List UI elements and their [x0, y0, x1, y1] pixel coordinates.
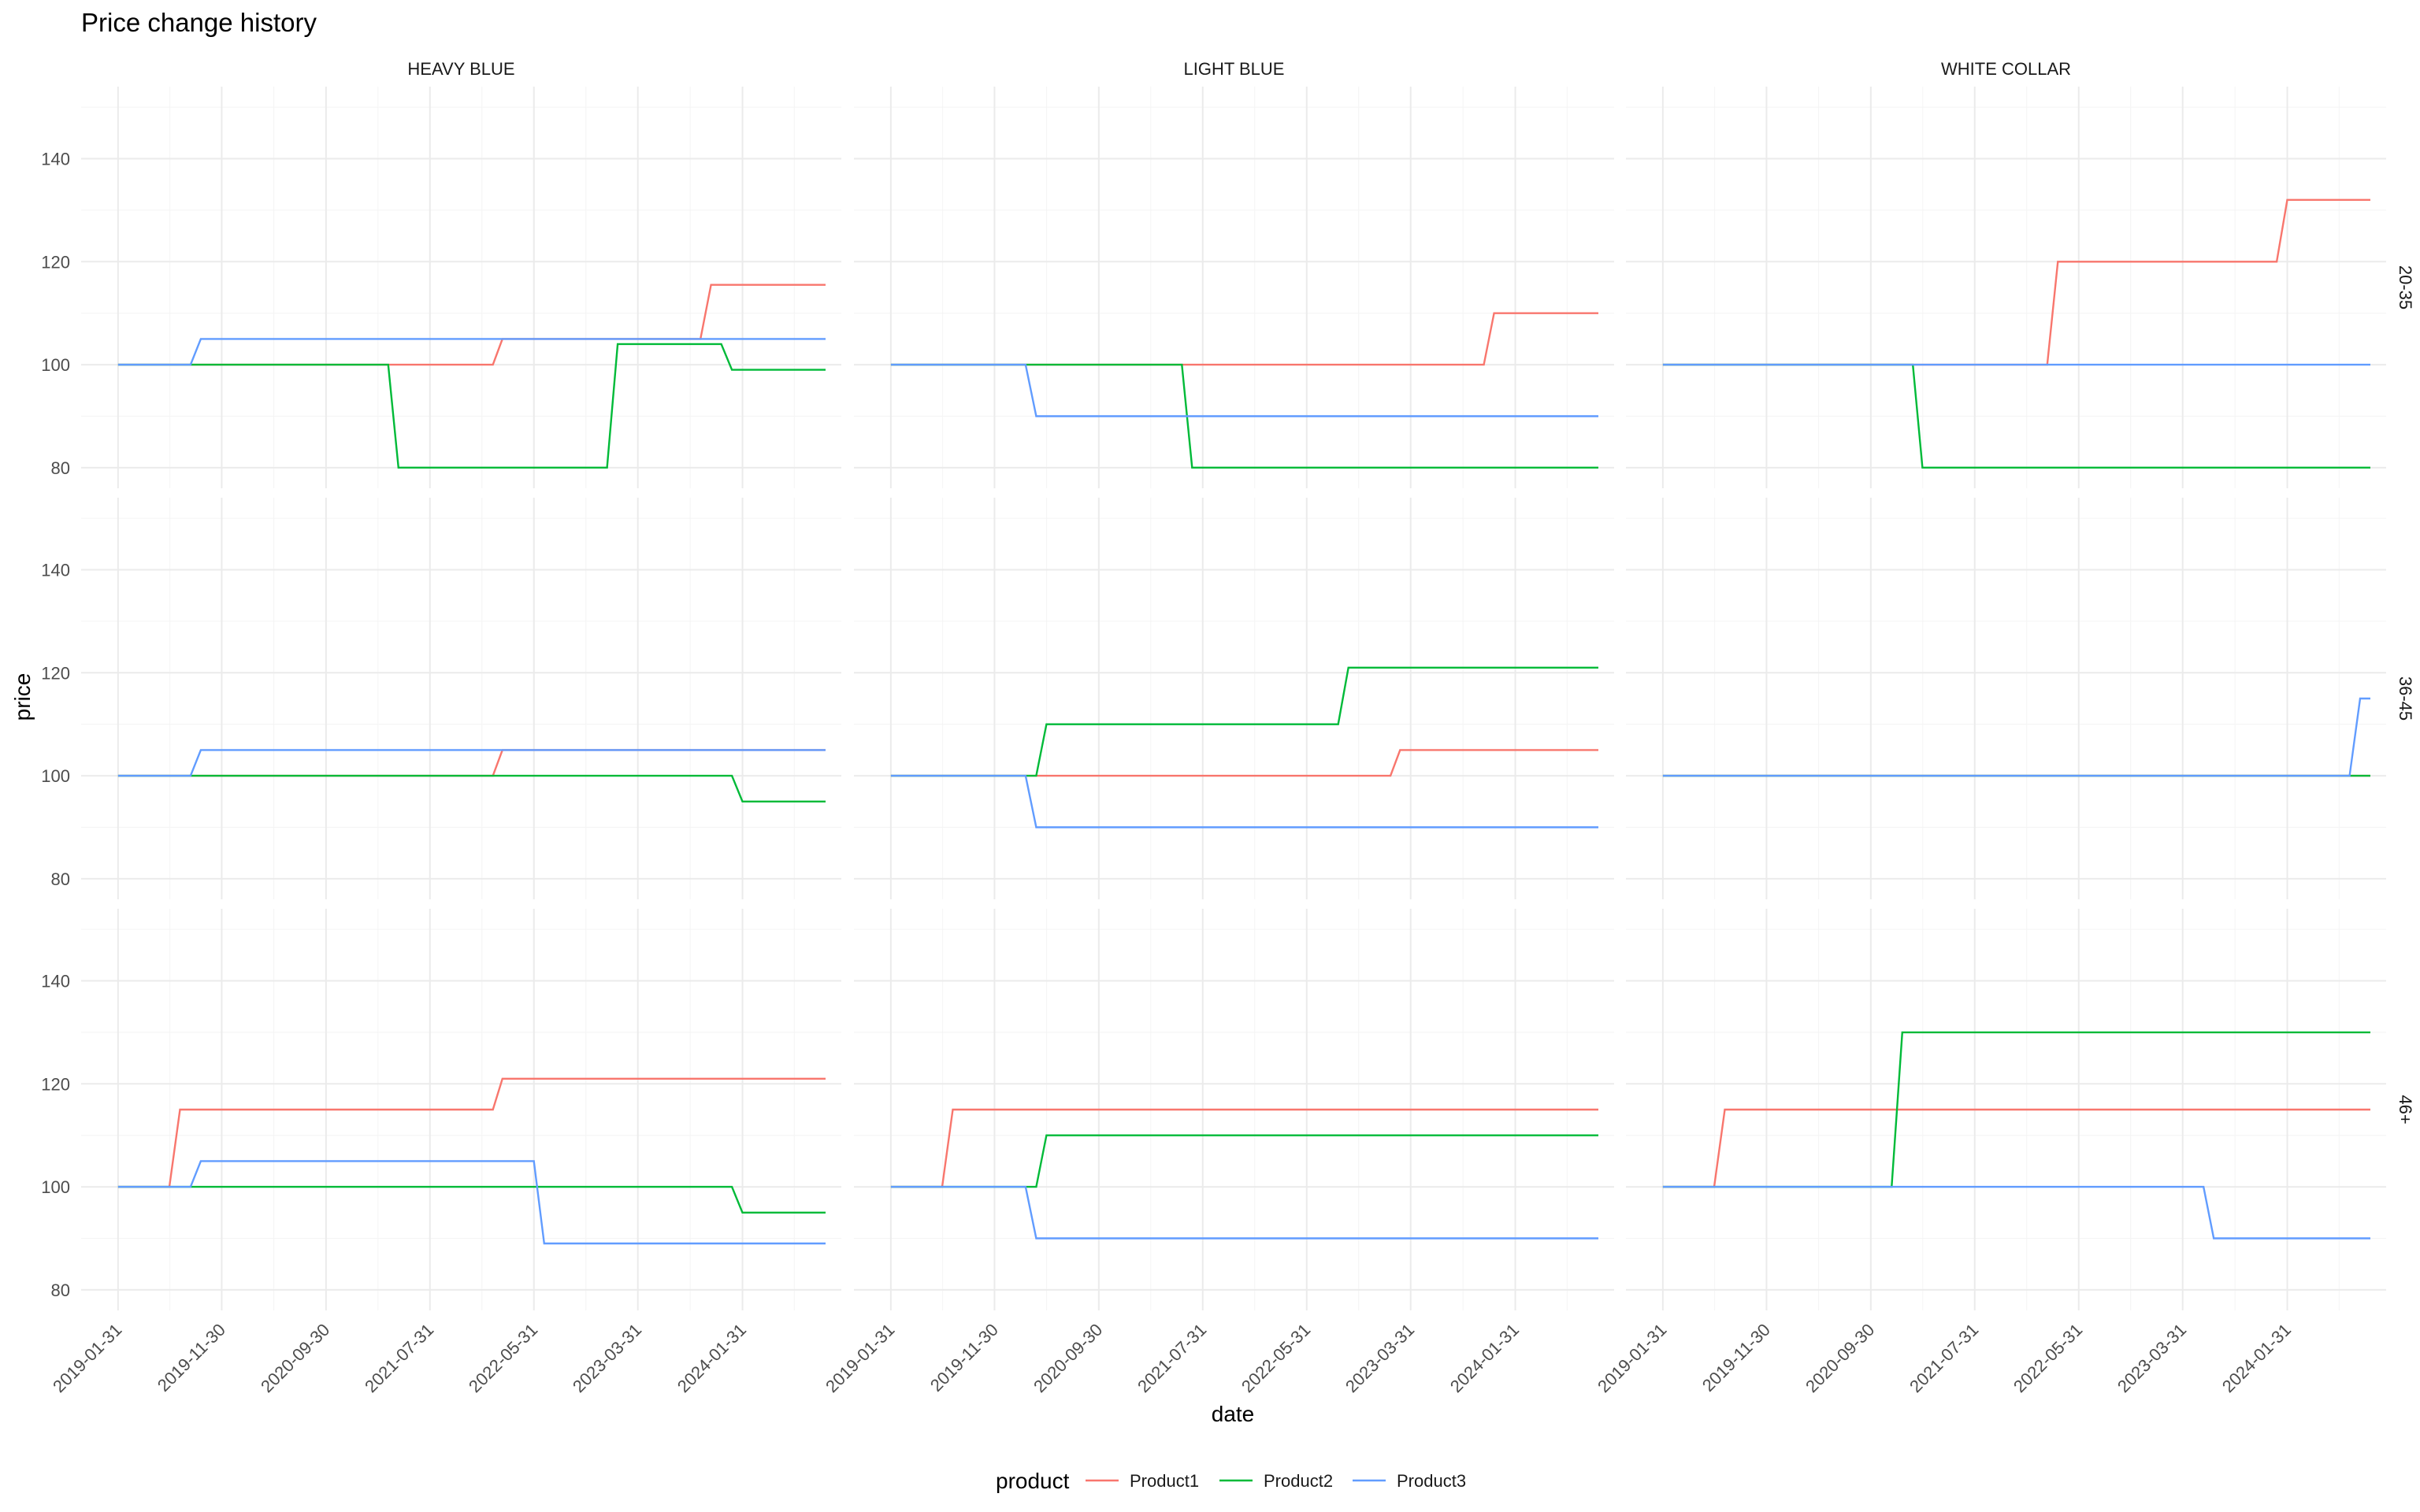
x-tick-label: 2021-07-31 [1906, 1320, 1982, 1396]
strip-label-46: 46+ [2396, 1095, 2415, 1124]
series-line-product1 [890, 749, 1598, 777]
panel-20-35-heavy-blue [81, 87, 841, 488]
x-tick-label: 2019-01-31 [49, 1320, 125, 1396]
panel-20-35-white-collar [1626, 87, 2386, 488]
x-tick-label: 2023-03-31 [2114, 1320, 2190, 1396]
x-tick-label: 2024-01-31 [674, 1320, 750, 1396]
y-tick-label: 120 [41, 663, 70, 683]
panel-46-heavy-blue [81, 909, 841, 1310]
series-line-product2 [890, 1134, 1598, 1188]
x-tick-label: 2022-05-31 [1238, 1320, 1314, 1396]
x-tick-label: 2023-03-31 [1342, 1320, 1418, 1396]
panel-36-45-light-blue [854, 498, 1614, 899]
legend-label-product3: Product3 [1397, 1471, 1466, 1491]
x-tick-label: 2023-03-31 [569, 1320, 645, 1396]
x-tick-label: 2019-11-30 [926, 1320, 1002, 1395]
panel-36-45-white-collar [1626, 498, 2386, 899]
series-line-product3 [1662, 697, 2370, 777]
x-tick-label: 2021-07-31 [1134, 1320, 1210, 1396]
legend: product Product1 Product2 Product3 [996, 1469, 1466, 1493]
y-tick-label: 140 [41, 972, 70, 991]
series-line-product1 [1662, 198, 2370, 366]
series-line-product1 [1662, 1108, 2370, 1188]
x-tick-label: 2021-07-31 [361, 1320, 437, 1396]
y-tick-label: 140 [41, 561, 70, 580]
strip-label-20-35: 20-35 [2396, 265, 2415, 309]
facet-panels: HEAVY BLUE LIGHT BLUE WHITE COLLAR 20-35 36-… [41, 59, 2415, 1396]
series-line-product1 [117, 284, 826, 366]
x-tick-label: 2020-09-30 [1802, 1320, 1878, 1396]
strip-label-heavy-blue: HEAVY BLUE [407, 59, 514, 79]
x-tick-label: 2019-01-31 [822, 1320, 898, 1396]
x-tick-label: 2022-05-31 [2010, 1320, 2086, 1396]
x-tick-label: 2019-01-31 [1594, 1320, 1670, 1396]
panel-20-35-light-blue [854, 87, 1614, 488]
series-line-product2 [117, 1185, 826, 1214]
panel-36-45-heavy-blue [81, 498, 841, 899]
y-tick-label: 100 [41, 766, 70, 786]
panel-46-white-collar [1626, 909, 2386, 1310]
y-tick-label: 100 [41, 355, 70, 375]
x-tick-label: 2019-11-30 [1698, 1320, 1774, 1395]
series-line-product3 [117, 338, 826, 366]
chart-title: Price change history [81, 8, 317, 37]
x-tick-label: 2019-11-30 [154, 1320, 229, 1395]
series-line-product1 [890, 1108, 1598, 1188]
legend-label-product2: Product2 [1264, 1471, 1333, 1491]
series-line-product3 [890, 1185, 1598, 1240]
y-tick-label: 80 [51, 869, 70, 889]
x-tick-label: 2020-09-30 [1030, 1320, 1106, 1396]
x-tick-label: 2024-01-31 [2218, 1320, 2295, 1396]
strip-label-light-blue: LIGHT BLUE [1184, 59, 1285, 79]
y-tick-label: 80 [51, 458, 70, 478]
series-line-product3 [117, 749, 826, 777]
panel-46-light-blue [854, 909, 1614, 1310]
series-line-product2 [117, 774, 826, 802]
series-line-product3 [117, 1160, 826, 1245]
series-line-product3 [1662, 1185, 2370, 1240]
series-line-product3 [890, 774, 1598, 828]
y-tick-label: 140 [41, 150, 70, 169]
y-axis-title: price [10, 673, 35, 721]
x-axis-title: date [1212, 1402, 1255, 1426]
series-line-product2 [117, 343, 826, 469]
x-tick-label: 2024-01-31 [1446, 1320, 1523, 1396]
series-line-product2 [890, 666, 1598, 777]
y-tick-label: 80 [51, 1280, 70, 1300]
strip-label-white-collar: WHITE COLLAR [1941, 59, 2071, 79]
y-tick-label: 120 [41, 252, 70, 272]
y-tick-label: 120 [41, 1074, 70, 1094]
series-line-product1 [117, 749, 826, 777]
strip-label-36-45: 36-45 [2396, 676, 2415, 721]
series-line-product1 [117, 1077, 826, 1188]
y-tick-label: 100 [41, 1177, 70, 1197]
series-line-product1 [890, 312, 1598, 366]
legend-title: product [996, 1469, 1070, 1493]
x-tick-label: 2020-09-30 [257, 1320, 333, 1396]
legend-label-product1: Product1 [1130, 1471, 1199, 1491]
x-tick-label: 2022-05-31 [465, 1320, 541, 1396]
series-line-product3 [890, 363, 1598, 417]
